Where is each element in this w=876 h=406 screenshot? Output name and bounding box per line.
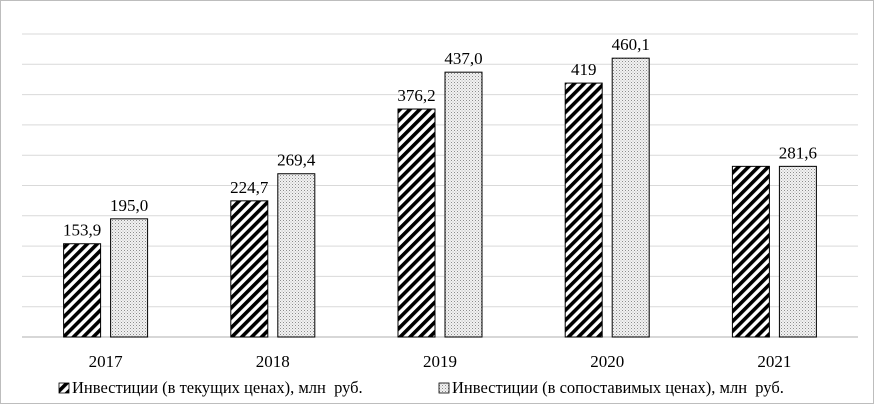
x-tick-label: 2020 [590,352,624,371]
x-tick-label: 2019 [423,352,457,371]
bar-comparable-prices [110,218,149,338]
data-labels: 153,9 195,0 224,7 269,4 376,2 437,0 419 460,1 28… [63,35,817,240]
legend-label: Инвестиции (в сопоставимых ценах), млн р… [452,378,784,397]
data-label: 419 [571,60,597,79]
bar-current-prices [731,165,770,338]
legend: Инвестиции (в текущих ценах), млн руб. Ин… [58,378,784,397]
data-label: 153,9 [63,221,101,240]
data-label: 376,2 [397,86,435,105]
bar-current-prices [397,108,436,338]
data-label: 195,0 [110,196,148,215]
bar-current-prices [564,82,603,338]
gridlines [22,33,858,338]
data-label: 224,7 [230,178,269,197]
legend-swatch [58,382,70,394]
bars [63,57,817,338]
x-tick-label: 2017 [89,352,124,371]
x-tick-labels: 2017 2018 2019 2020 2021 [89,352,792,371]
bar-comparable-prices [277,173,316,338]
bar-comparable-prices [444,71,483,338]
data-label: 281,6 [779,143,817,162]
legend-item-current-prices: Инвестиции (в текущих ценах), млн руб. [58,378,363,397]
legend-swatch [438,382,450,394]
legend-label: Инвестиции (в текущих ценах), млн руб. [72,378,363,397]
legend-item-comparable-prices: Инвестиции (в сопоставимых ценах), млн р… [438,378,784,397]
bar-current-prices [230,200,269,338]
data-label: 460,1 [612,35,650,54]
bar-comparable-prices [778,165,817,338]
x-tick-label: 2018 [256,352,290,371]
data-label: 437,0 [444,49,482,68]
bar-current-prices [63,243,102,338]
data-label: 269,4 [277,151,316,170]
bar-comparable-prices [611,57,650,338]
x-tick-label: 2021 [757,352,791,371]
